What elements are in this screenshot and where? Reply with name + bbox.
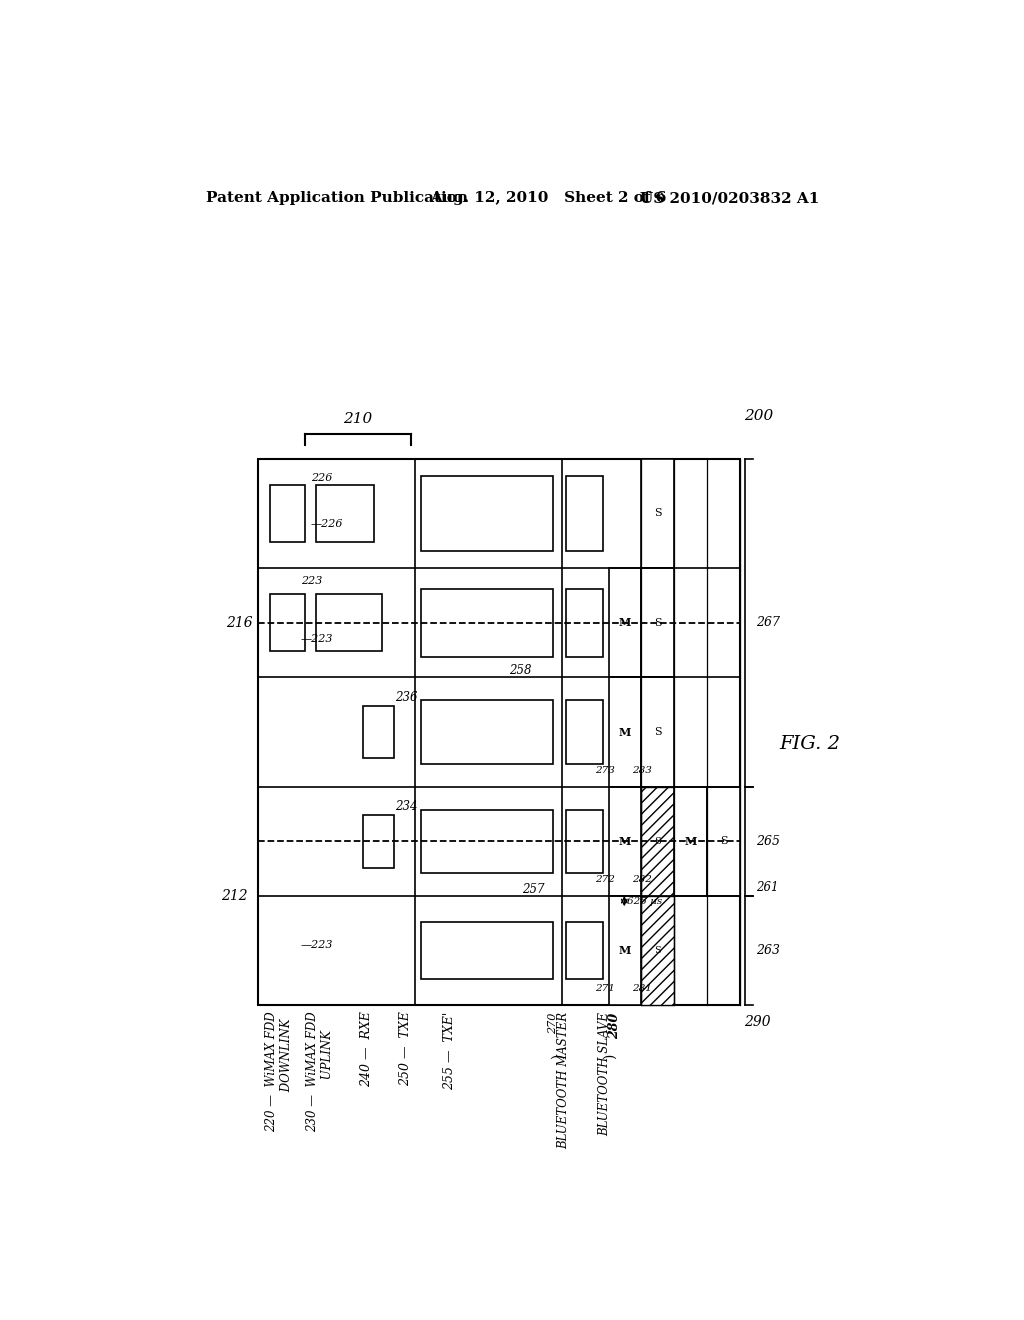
Text: 230 —  WiMAX FDD
         UPLINK: 230 — WiMAX FDD UPLINK (306, 1011, 334, 1133)
Text: 258: 258 (509, 664, 531, 677)
Text: 226: 226 (311, 474, 332, 483)
Text: 282: 282 (632, 875, 652, 884)
Bar (421, 477, 553, 550)
Text: Patent Application Publication: Patent Application Publication (206, 191, 468, 206)
Bar (708, 787, 740, 896)
Bar (270, 484, 305, 541)
Bar (608, 787, 641, 896)
Bar (258, 459, 740, 1006)
Bar (608, 896, 641, 1006)
Bar (362, 706, 394, 758)
Text: 234: 234 (395, 800, 418, 813)
Text: M: M (618, 726, 631, 738)
Text: 625 μs: 625 μs (628, 896, 663, 906)
Text: BLUETOOTH MASTER: BLUETOOTH MASTER (557, 1011, 570, 1148)
Bar (362, 816, 394, 867)
Bar (566, 589, 603, 656)
Text: 263: 263 (756, 944, 779, 957)
Text: 212: 212 (221, 890, 248, 903)
Text: S: S (654, 727, 662, 737)
Text: 223: 223 (301, 576, 323, 586)
Text: S: S (654, 508, 662, 519)
Text: 281: 281 (632, 985, 652, 994)
Bar (608, 677, 641, 787)
Text: M: M (618, 945, 631, 956)
Text: M: M (618, 618, 631, 628)
Text: 236: 236 (395, 690, 418, 704)
Bar (566, 809, 603, 873)
Text: S: S (654, 837, 662, 846)
Text: M: M (618, 836, 631, 847)
Bar (641, 896, 675, 1006)
Text: BLUETOOTH SLAVE: BLUETOOTH SLAVE (598, 1011, 611, 1135)
Text: ): ) (603, 1053, 617, 1059)
Bar (421, 701, 553, 764)
Bar (641, 677, 675, 787)
Text: S: S (654, 618, 662, 628)
Text: S: S (654, 946, 662, 956)
Bar (421, 589, 553, 656)
Bar (641, 568, 675, 677)
Text: 271: 271 (595, 985, 614, 994)
Text: 220 —  WiMAX FDD
         DOWNLINK: 220 — WiMAX FDD DOWNLINK (265, 1011, 293, 1133)
Bar (675, 787, 708, 896)
Text: 267: 267 (756, 616, 779, 630)
Bar (421, 809, 553, 873)
Text: 261: 261 (756, 880, 778, 894)
Text: 216: 216 (225, 615, 252, 630)
Text: 257: 257 (521, 883, 544, 896)
Text: 210: 210 (343, 412, 373, 426)
Text: 200: 200 (744, 409, 773, 424)
Text: 265: 265 (756, 834, 779, 847)
Bar (316, 484, 375, 541)
Text: 280: 280 (608, 1014, 622, 1039)
Text: 270: 270 (548, 1014, 558, 1035)
Text: US 2010/0203832 A1: US 2010/0203832 A1 (640, 191, 819, 206)
Text: ): ) (551, 1053, 565, 1059)
Text: 250 —  TXE: 250 — TXE (399, 1011, 412, 1086)
Bar (641, 459, 675, 568)
Text: Aug. 12, 2010   Sheet 2 of 6: Aug. 12, 2010 Sheet 2 of 6 (430, 191, 667, 206)
Bar (566, 923, 603, 979)
Bar (641, 787, 675, 896)
Text: 255 —  TXE': 255 — TXE' (443, 1011, 456, 1090)
Bar (608, 568, 641, 677)
Bar (566, 477, 603, 550)
Text: S: S (720, 837, 728, 846)
Text: —226: —226 (311, 519, 343, 529)
Text: 283: 283 (632, 766, 652, 775)
Text: M: M (685, 836, 697, 847)
Bar (270, 594, 305, 651)
Text: 290: 290 (744, 1015, 771, 1030)
Text: —223: —223 (301, 634, 334, 644)
Text: 273: 273 (595, 766, 614, 775)
Text: FIG. 2: FIG. 2 (779, 735, 841, 752)
Text: 272: 272 (595, 875, 614, 884)
Text: —223: —223 (301, 940, 334, 950)
Bar (421, 923, 553, 979)
Bar (566, 701, 603, 764)
Text: 240 —  RXE: 240 — RXE (360, 1011, 373, 1088)
Bar (316, 594, 382, 651)
